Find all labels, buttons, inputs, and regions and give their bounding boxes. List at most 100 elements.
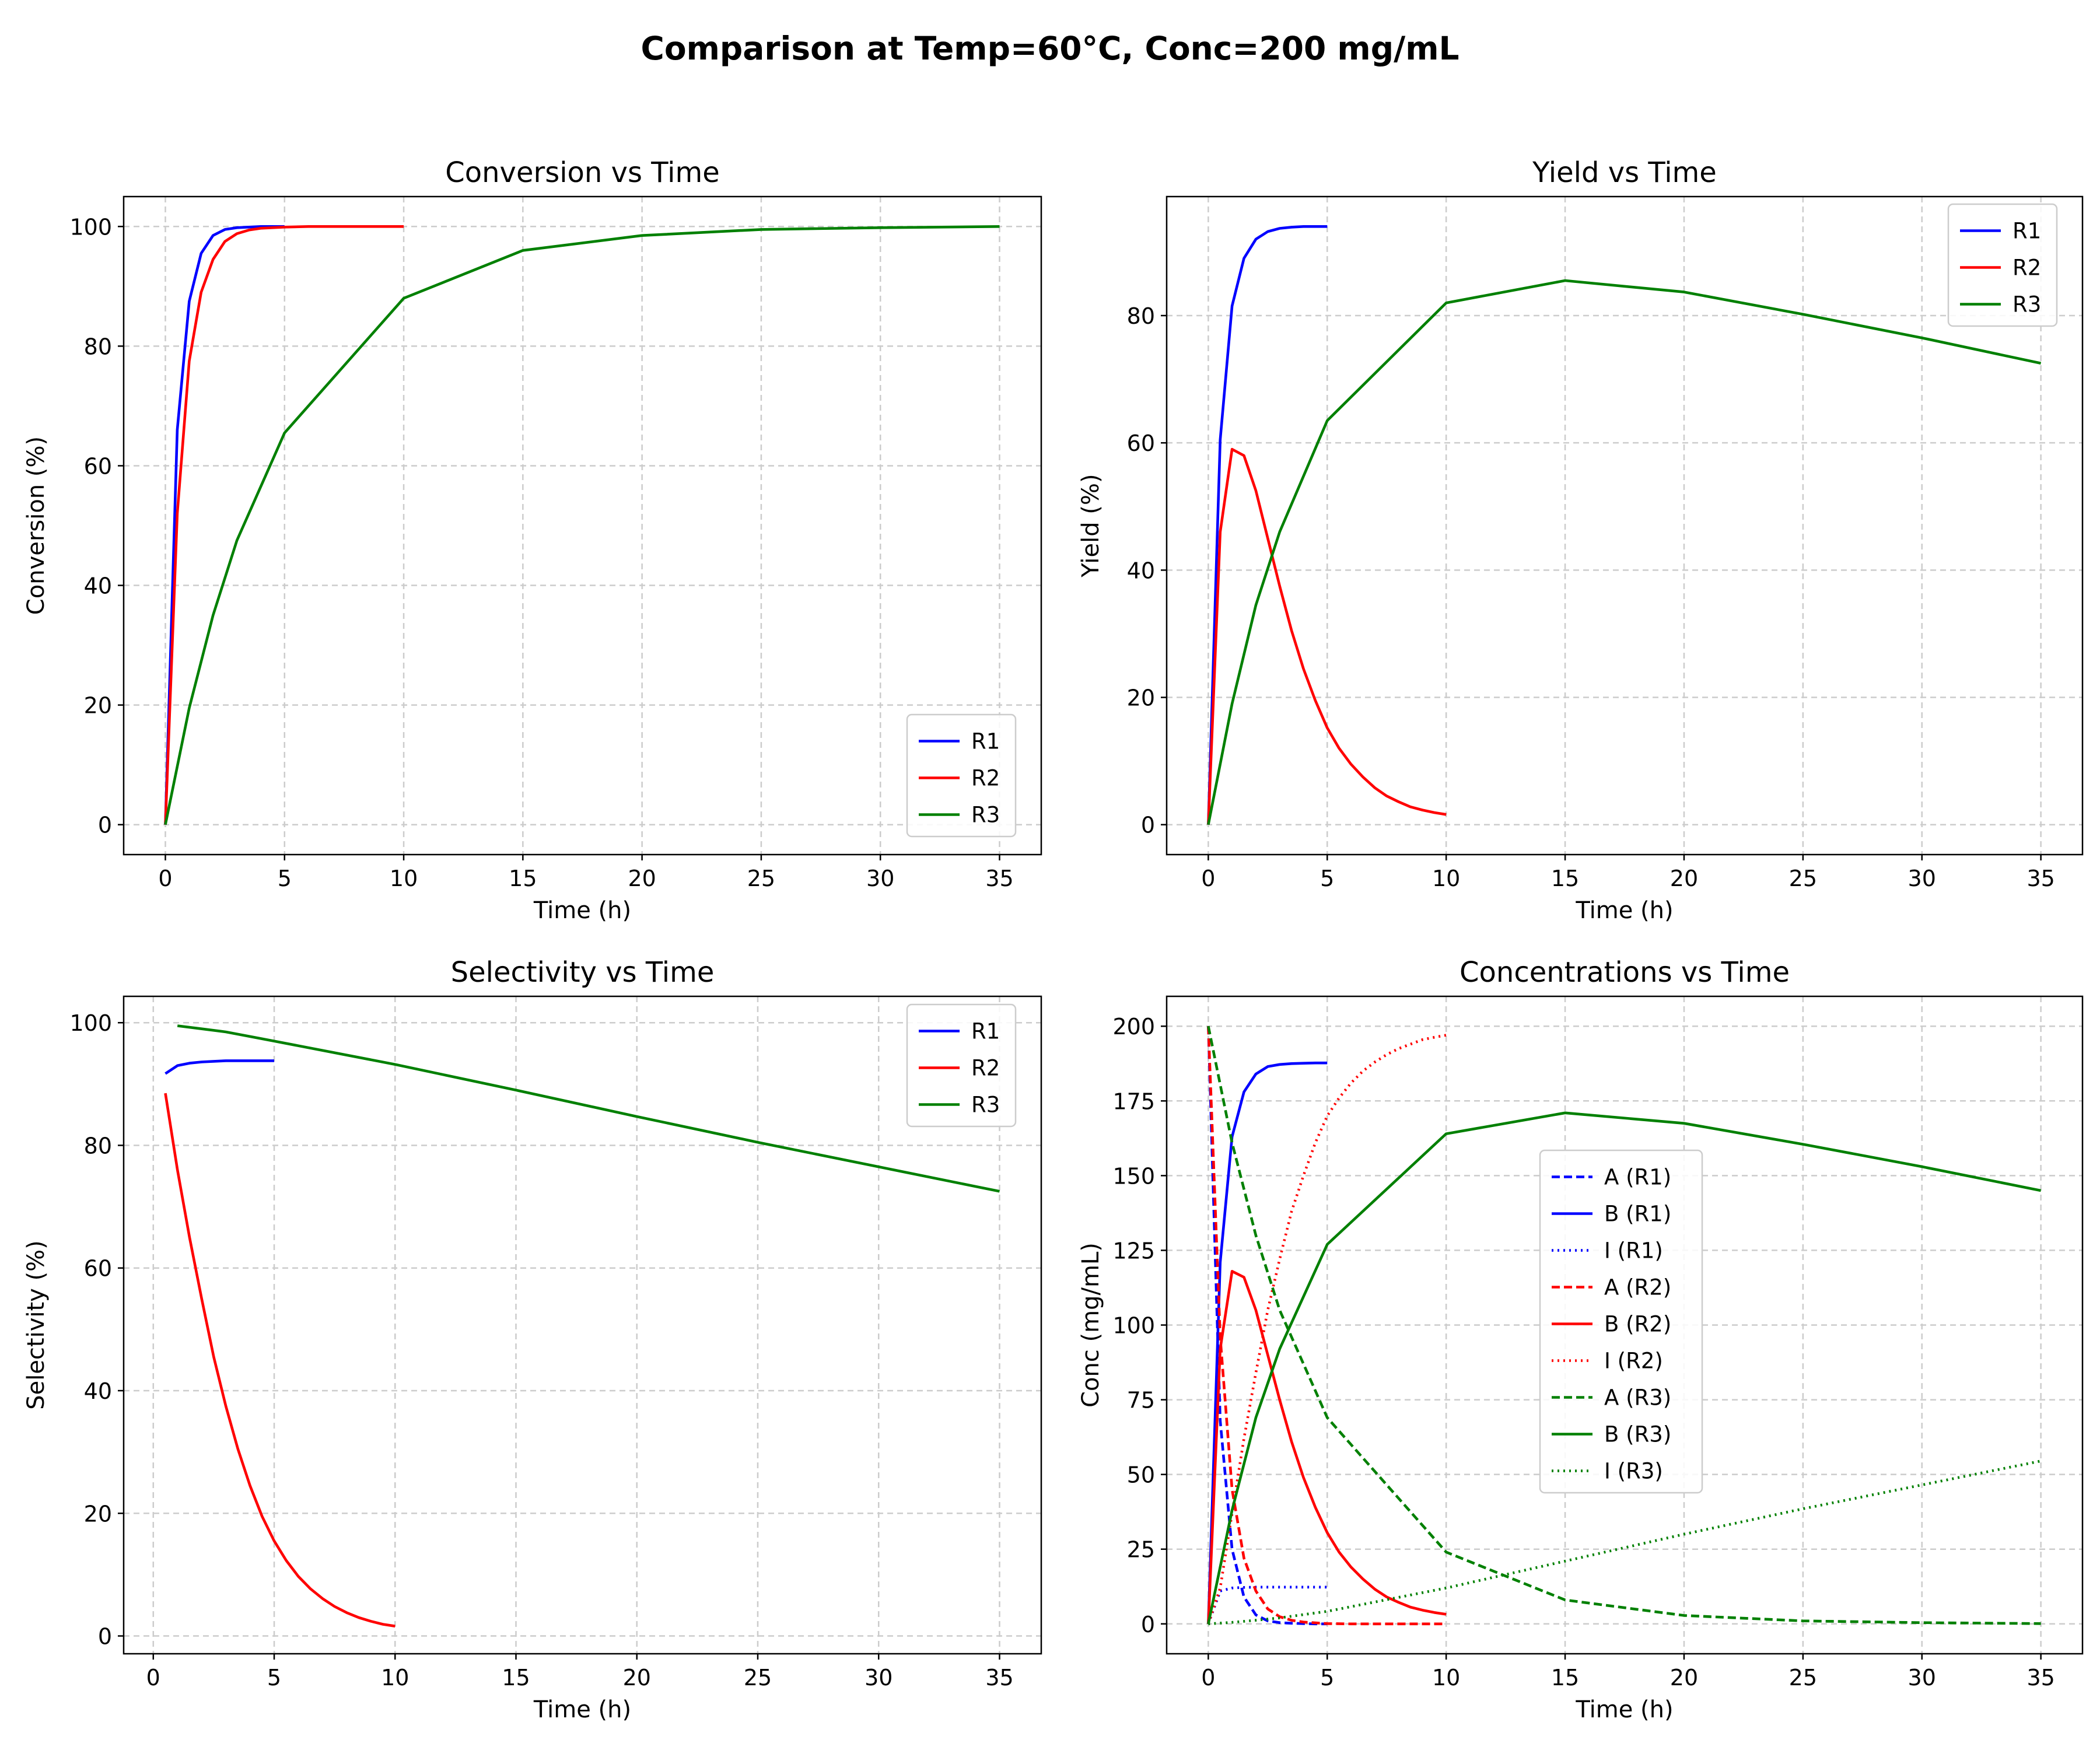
y-tick-label: 200 — [1112, 1014, 1155, 1040]
series-line-b-r3 — [1207, 1111, 2042, 1625]
y-tick-label: 175 — [1112, 1088, 1155, 1114]
axes-frame — [123, 995, 1042, 1655]
y-tick-label: 40 — [1127, 558, 1155, 583]
y-tick-label: 100 — [69, 1010, 112, 1036]
x-axis-label: Time (h) — [1575, 1696, 1673, 1723]
legend-label: B (R1) — [1604, 1202, 1671, 1227]
x-tick-label: 35 — [985, 866, 1013, 891]
x-tick-label: 20 — [623, 1665, 651, 1690]
y-tick-label: 40 — [84, 573, 112, 599]
legend-label: R3 — [971, 803, 1000, 828]
legend-label: I (R2) — [1604, 1349, 1663, 1374]
series-line-a-r3 — [1207, 1026, 2041, 1625]
legend-frame — [1947, 203, 2058, 327]
x-tick-label: 25 — [1789, 866, 1817, 891]
subplot-2: 0 5 10 15 20 25 30 35 0 20 40 60 80 Yield vs Time Time… — [1077, 156, 2084, 924]
series-line-r1 — [164, 1059, 274, 1075]
y-tick-label: 80 — [84, 334, 112, 359]
axes-frame — [1166, 195, 2084, 856]
series-line-r3 — [1207, 279, 2042, 825]
y-tick-label: 75 — [1127, 1388, 1155, 1413]
y-tick-label: 0 — [1141, 1612, 1155, 1637]
x-tick-label: 20 — [1670, 866, 1698, 891]
x-tick-label: 20 — [628, 866, 656, 891]
series-line-r2 — [164, 225, 404, 825]
x-tick-label: 0 — [1201, 1665, 1215, 1690]
y-tick-label: 20 — [1127, 685, 1155, 711]
y-axis-label: Conversion (%) — [23, 436, 50, 615]
y-tick-label: 0 — [98, 1624, 112, 1650]
x-tick-label: 15 — [1551, 866, 1579, 891]
legend-frame — [906, 713, 1017, 838]
y-axis-label: Selectivity (%) — [23, 1240, 50, 1410]
y-tick-label: 20 — [84, 1501, 112, 1527]
legend: R1 R2 R3 — [1947, 203, 2058, 327]
y-tick-label: 60 — [84, 453, 112, 479]
series-group — [1207, 225, 2042, 825]
x-tick-label: 5 — [1320, 866, 1334, 891]
series-line-r1 — [1207, 225, 1328, 825]
series-line-a-r2 — [1207, 1026, 1447, 1626]
series-line-r2 — [164, 1093, 396, 1628]
x-axis-label: Time (h) — [533, 897, 631, 924]
y-tick-label: 0 — [98, 813, 112, 838]
legend-label: R2 — [971, 766, 1000, 791]
axes-frame — [123, 195, 1042, 856]
x-tick-label: 30 — [864, 1665, 892, 1690]
x-tick-label: 0 — [146, 1665, 160, 1690]
legend-label: R2 — [2013, 256, 2041, 281]
legend-label: R1 — [971, 729, 1000, 754]
subplot-1: 0 5 10 15 20 25 30 35 0 20 40 60 80 100 Conversion vs … — [23, 156, 1042, 924]
legend-label: A (R1) — [1604, 1165, 1671, 1190]
legend-label: R1 — [2013, 219, 2041, 244]
y-tick-label: 80 — [84, 1133, 112, 1158]
y-tick-label: 0 — [1141, 813, 1155, 838]
subplot-title: Yield vs Time — [1532, 156, 1717, 189]
x-axis-label: Time (h) — [1575, 897, 1673, 924]
y-axis-label: Conc (mg/mL) — [1077, 1242, 1104, 1408]
legend: R1 R2 R3 — [906, 713, 1017, 838]
subplot-title: Concentrations vs Time — [1460, 956, 1790, 989]
y-tick-label: 60 — [1127, 430, 1155, 456]
series-line-a-r1 — [1207, 1026, 1328, 1626]
x-tick-label: 25 — [744, 1665, 772, 1690]
y-tick-label: 80 — [1127, 303, 1155, 329]
y-tick-label: 50 — [1127, 1462, 1155, 1488]
x-tick-label: 30 — [1908, 866, 1936, 891]
series-line-b-r2 — [1207, 1270, 1447, 1624]
x-tick-label: 25 — [1789, 1665, 1817, 1690]
x-tick-label: 25 — [747, 866, 775, 891]
series-line-b-r1 — [1207, 1061, 1328, 1624]
x-tick-label: 5 — [1320, 1665, 1334, 1690]
x-tick-label: 30 — [1908, 1665, 1936, 1690]
series-line-r3 — [177, 1024, 1000, 1193]
subplot-3: 0 5 10 15 20 25 30 35 0 20 40 60 80 100 Selectivity vs… — [23, 956, 1042, 1723]
series-line-i-r3 — [1208, 1460, 2042, 1626]
legend-frame — [906, 1003, 1017, 1128]
x-tick-label: 5 — [267, 1665, 281, 1690]
legend-label: A (R3) — [1604, 1385, 1671, 1410]
x-tick-label: 10 — [1432, 1665, 1460, 1690]
series-group — [164, 225, 1000, 825]
series-group — [164, 1024, 1000, 1628]
y-tick-label: 125 — [1112, 1238, 1155, 1264]
x-tick-label: 30 — [866, 866, 894, 891]
x-tick-label: 15 — [1551, 1665, 1579, 1690]
x-tick-label: 15 — [509, 866, 537, 891]
series-line-i-r2 — [1207, 1034, 1447, 1625]
x-tick-label: 15 — [502, 1665, 530, 1690]
legend-label: R1 — [971, 1019, 1000, 1044]
x-tick-label: 10 — [390, 866, 418, 891]
subplot-4: 0 5 10 15 20 25 30 35 0 25 50 75 100 125 150 175 200 Conc… — [1077, 956, 2084, 1723]
series-line-r2 — [1207, 447, 1447, 825]
y-tick-label: 25 — [1127, 1537, 1155, 1563]
x-tick-label: 35 — [2027, 1665, 2054, 1690]
x-axis-label: Time (h) — [533, 1696, 631, 1723]
subplot-title: Conversion vs Time — [445, 156, 720, 189]
figure-title: Comparison at Temp=60°C, Conc=200 mg/mL — [640, 30, 1459, 67]
legend-label: B (R2) — [1604, 1312, 1671, 1337]
y-tick-label: 40 — [84, 1378, 112, 1404]
